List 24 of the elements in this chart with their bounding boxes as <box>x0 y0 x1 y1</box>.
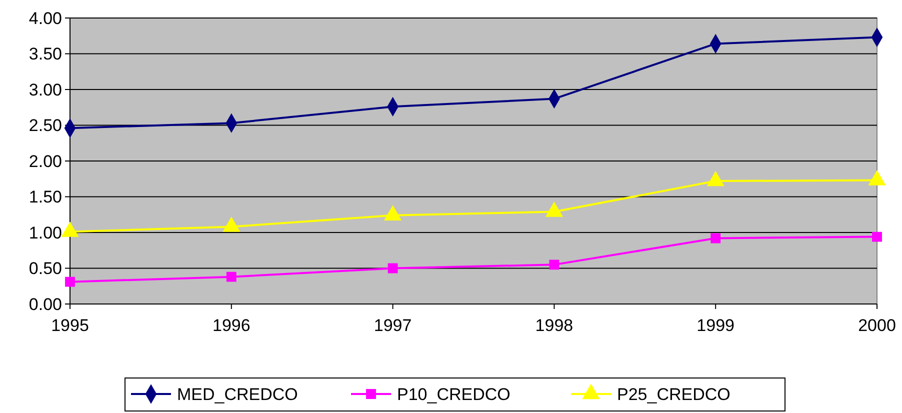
point <box>710 233 721 244</box>
x-tick-label: 2000 <box>858 316 896 335</box>
legend-label: P25_CREDCO <box>617 384 730 404</box>
x-tick-label: 1999 <box>696 316 735 335</box>
x-tick-label: 1995 <box>51 316 89 335</box>
y-tick-label: 3.00 <box>28 80 62 100</box>
y-tick-label: 0.50 <box>28 259 62 278</box>
point <box>388 263 398 274</box>
y-tick-label: 4.00 <box>28 8 62 28</box>
x-tick-label: 1997 <box>374 316 412 335</box>
point <box>872 232 882 242</box>
y-tick-label: 2.50 <box>28 116 62 136</box>
y-tick-label: 0.00 <box>28 294 62 314</box>
legend-label: MED_CREDCO <box>177 384 298 404</box>
point <box>549 260 560 270</box>
y-tick-label: 3.50 <box>28 44 62 64</box>
y-tick-label: 1.50 <box>28 188 62 207</box>
point <box>226 272 236 282</box>
x-tick-label: 1996 <box>212 316 250 335</box>
legend-label: P10_CREDCO <box>397 384 510 404</box>
x-tick-label: 1998 <box>535 316 574 335</box>
point <box>65 276 75 287</box>
y-tick-label: 1.00 <box>28 223 62 242</box>
y-tick-label: 2.00 <box>28 152 62 171</box>
